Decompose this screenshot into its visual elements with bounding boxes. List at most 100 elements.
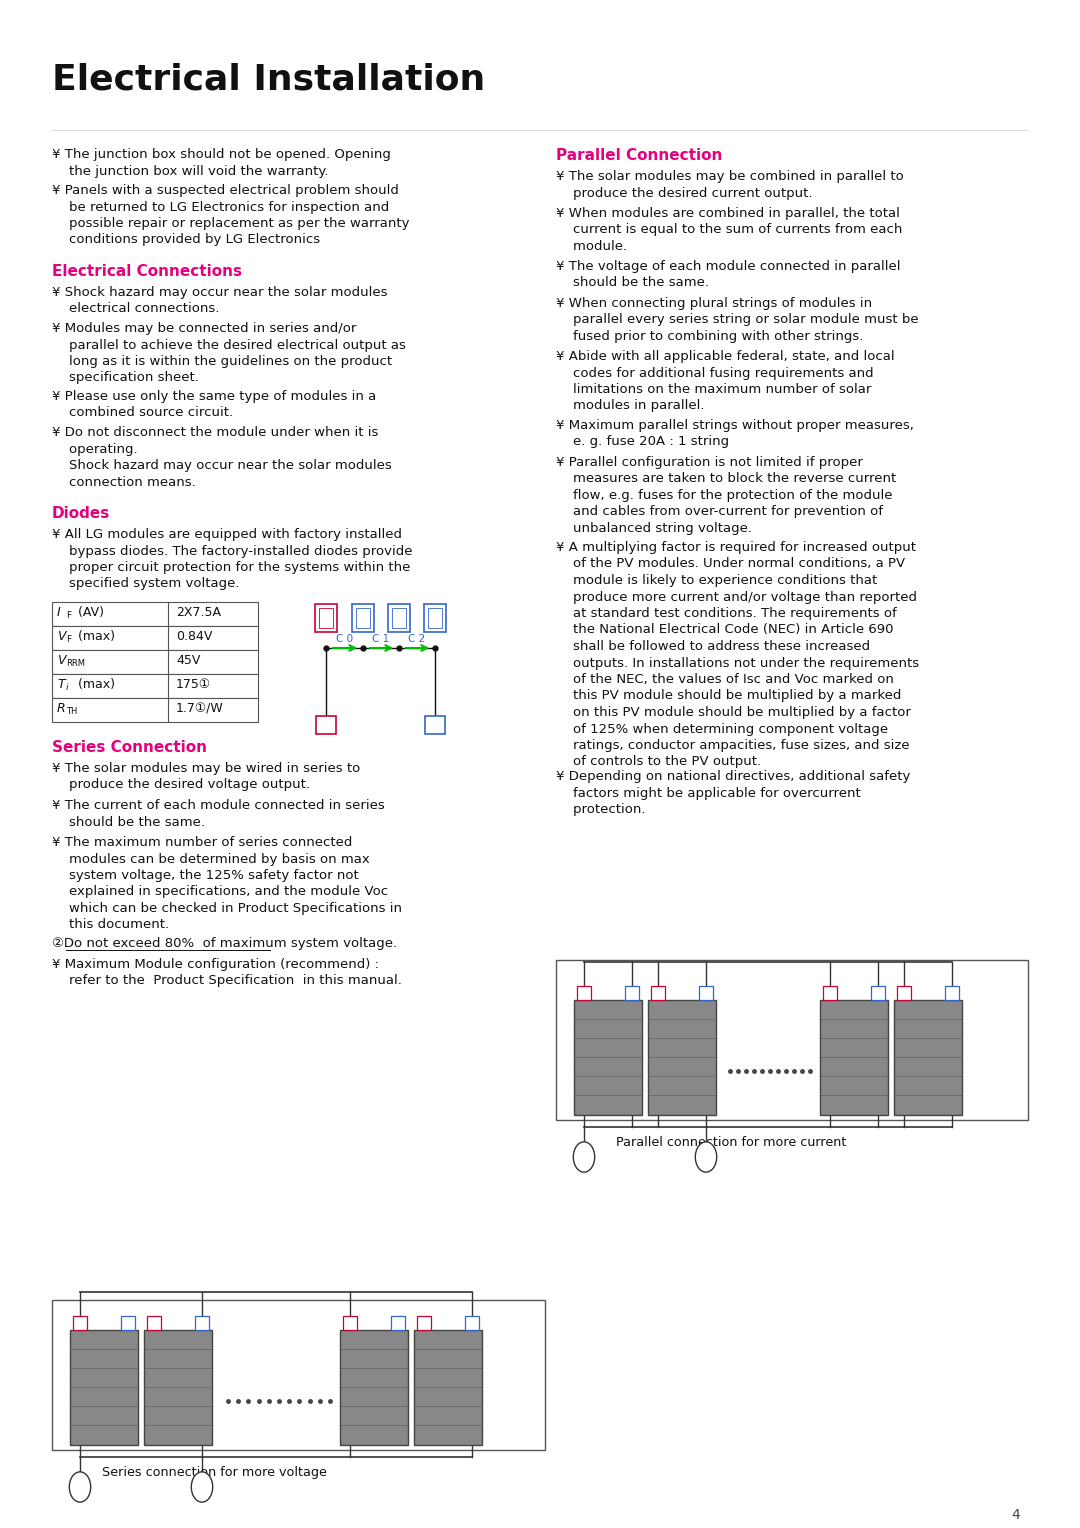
- Bar: [121, 1316, 135, 1329]
- Bar: [388, 604, 410, 633]
- Text: ¥ When modules are combined in parallel, the total
    current is equal to the s: ¥ When modules are combined in parallel,…: [556, 206, 903, 254]
- Bar: [894, 999, 962, 1115]
- Text: -: -: [946, 989, 950, 1001]
- Text: TH: TH: [66, 706, 78, 715]
- Bar: [870, 986, 885, 999]
- Circle shape: [696, 1141, 717, 1172]
- Text: (AV): (AV): [75, 607, 104, 619]
- Text: (max): (max): [75, 630, 114, 643]
- Bar: [391, 1316, 405, 1329]
- Text: -: -: [872, 989, 876, 1001]
- Text: +: +: [76, 1494, 85, 1504]
- Text: 1.7①/W: 1.7①/W: [176, 701, 224, 715]
- Bar: [52, 649, 258, 674]
- Bar: [651, 986, 665, 999]
- Bar: [424, 604, 446, 633]
- Text: ¥ The maximum number of series connected
    modules can be determined by basis : ¥ The maximum number of series connected…: [52, 836, 402, 932]
- Bar: [428, 608, 442, 628]
- Text: F: F: [66, 611, 71, 619]
- Bar: [426, 717, 445, 733]
- Bar: [823, 986, 837, 999]
- Text: +: +: [345, 1319, 353, 1328]
- Text: ¥ Panels with a suspected electrical problem should
    be returned to LG Electr: ¥ Panels with a suspected electrical pro…: [52, 183, 409, 246]
- Text: 0.84V: 0.84V: [176, 630, 213, 643]
- Text: ¥ Do not disconnect the module under when it is
    operating.
    Shock hazard : ¥ Do not disconnect the module under whe…: [52, 426, 392, 489]
- Text: -: -: [626, 989, 631, 1001]
- Text: i: i: [66, 683, 68, 692]
- Text: C 0: C 0: [336, 634, 353, 643]
- Bar: [340, 1329, 408, 1445]
- Text: ②Do not exceed 80%  of maximum system voltage.: ②Do not exceed 80% of maximum system vol…: [52, 937, 397, 950]
- Bar: [820, 999, 888, 1115]
- Bar: [392, 608, 406, 628]
- Text: ¥ The voltage of each module connected in parallel
    should be the same.: ¥ The voltage of each module connected i…: [556, 260, 901, 289]
- Bar: [577, 986, 591, 999]
- Circle shape: [69, 1471, 91, 1502]
- Bar: [417, 1316, 431, 1329]
- Text: 2X7.5A: 2X7.5A: [176, 607, 221, 619]
- Bar: [195, 1316, 210, 1329]
- Text: +: +: [825, 989, 834, 998]
- Text: Series connection for more voltage: Series connection for more voltage: [102, 1465, 327, 1479]
- Text: ¥ Abide with all applicable federal, state, and local
    codes for additional f: ¥ Abide with all applicable federal, sta…: [556, 350, 894, 413]
- Text: R: R: [57, 701, 66, 715]
- Text: ¥ Parallel configuration is not limited if proper
    measures are taken to bloc: ¥ Parallel configuration is not limited …: [556, 455, 896, 535]
- Text: Parallel Connection: Parallel Connection: [556, 148, 723, 163]
- Bar: [556, 960, 1028, 1120]
- Bar: [625, 986, 639, 999]
- Text: +: +: [75, 1319, 83, 1328]
- Text: Electrical Installation: Electrical Installation: [52, 63, 485, 96]
- Text: -: -: [392, 1319, 396, 1331]
- Text: ¥ Depending on national directives, additional safety
    factors might be appli: ¥ Depending on national directives, addi…: [556, 770, 910, 816]
- Text: -: -: [122, 1319, 126, 1331]
- Text: ¥ A multiplying factor is required for increased output
    of the PV modules. U: ¥ A multiplying factor is required for i…: [556, 541, 919, 769]
- Text: T: T: [57, 678, 65, 691]
- Text: ¥ Maximum parallel strings without proper measures,
    e. g. fuse 20A : 1 strin: ¥ Maximum parallel strings without prope…: [556, 419, 914, 449]
- Bar: [52, 1300, 545, 1450]
- Text: Parallel connection for more current: Parallel connection for more current: [616, 1135, 847, 1149]
- Text: I: I: [57, 607, 60, 619]
- Text: Electrical Connections: Electrical Connections: [52, 264, 242, 280]
- Bar: [699, 986, 713, 999]
- Circle shape: [573, 1141, 595, 1172]
- Text: RRM: RRM: [66, 659, 85, 668]
- Text: ¥ Modules may be connected in series and/or
    parallel to achieve the desired : ¥ Modules may be connected in series and…: [52, 322, 406, 385]
- Text: Series Connection: Series Connection: [52, 740, 207, 755]
- Text: +: +: [899, 989, 907, 998]
- Bar: [319, 608, 333, 628]
- Text: C 2: C 2: [408, 634, 426, 643]
- Bar: [73, 1316, 87, 1329]
- Text: ¥ The junction box should not be opened. Opening
    the junction box will void : ¥ The junction box should not be opened.…: [52, 148, 391, 177]
- Text: C 1: C 1: [372, 634, 389, 643]
- Text: F: F: [66, 634, 71, 643]
- Text: ¥ The solar modules may be wired in series to
    produce the desired voltage ou: ¥ The solar modules may be wired in seri…: [52, 762, 361, 792]
- Text: -: -: [198, 1494, 202, 1504]
- Text: ¥ When connecting plural strings of modules in
    parallel every series string : ¥ When connecting plural strings of modu…: [556, 296, 919, 342]
- Text: (max): (max): [75, 678, 114, 691]
- Text: Diodes: Diodes: [52, 506, 110, 521]
- Bar: [356, 608, 370, 628]
- Bar: [144, 1329, 212, 1445]
- Text: -: -: [195, 1319, 201, 1331]
- Text: 175①: 175①: [176, 678, 211, 691]
- Bar: [315, 604, 337, 633]
- Bar: [52, 602, 258, 626]
- Bar: [52, 674, 258, 698]
- Text: +: +: [579, 989, 588, 998]
- Bar: [52, 698, 258, 723]
- Bar: [648, 999, 716, 1115]
- Bar: [897, 986, 912, 999]
- Bar: [52, 626, 258, 649]
- Bar: [147, 1316, 161, 1329]
- Bar: [465, 1316, 480, 1329]
- Bar: [945, 986, 959, 999]
- Text: V: V: [57, 654, 66, 668]
- Bar: [316, 717, 336, 733]
- Bar: [352, 604, 374, 633]
- Text: 45V: 45V: [176, 654, 201, 668]
- Bar: [573, 999, 642, 1115]
- Text: ¥ The solar modules may be combined in parallel to
    produce the desired curre: ¥ The solar modules may be combined in p…: [556, 170, 904, 200]
- Text: -: -: [702, 1164, 706, 1174]
- Text: +: +: [653, 989, 662, 998]
- Text: V: V: [57, 630, 66, 643]
